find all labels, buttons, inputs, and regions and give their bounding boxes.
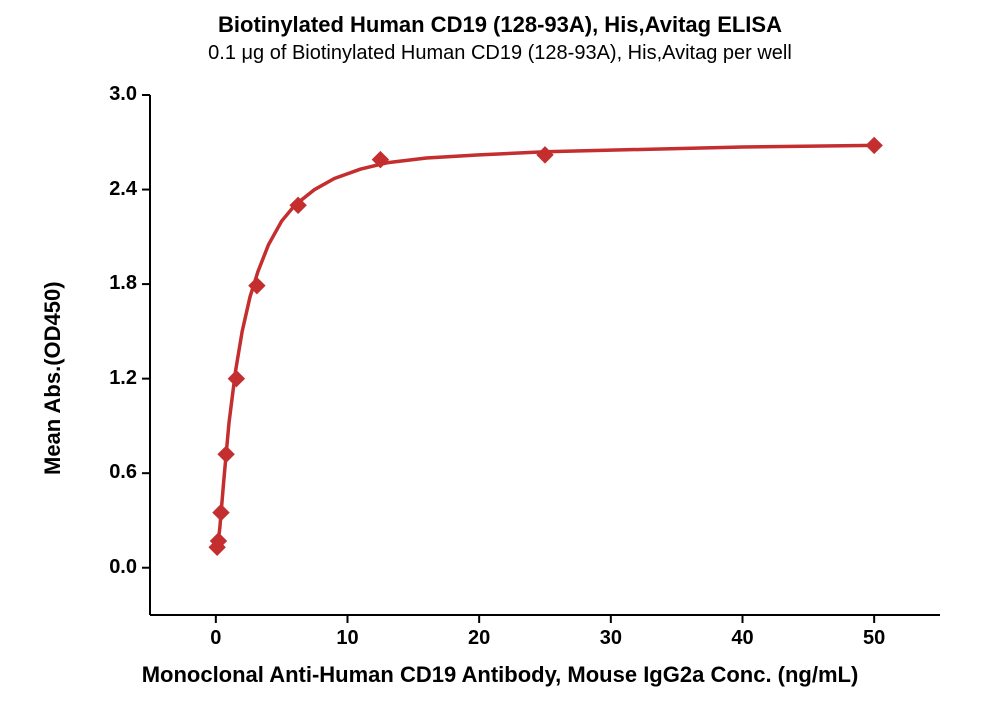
x-tick-label: 0 xyxy=(196,627,236,650)
chart-plot-area xyxy=(0,0,1000,702)
data-point-marker xyxy=(218,446,234,462)
y-tick-label: 2.4 xyxy=(92,178,137,201)
x-tick-label: 50 xyxy=(854,627,894,650)
x-tick-label: 20 xyxy=(459,627,499,650)
y-tick-label: 1.2 xyxy=(92,367,137,390)
x-tick-label: 40 xyxy=(723,627,763,650)
data-point-marker xyxy=(213,505,229,521)
x-tick-label: 30 xyxy=(591,627,631,650)
y-tick-label: 3.0 xyxy=(92,83,137,106)
x-tick-label: 10 xyxy=(328,627,368,650)
data-point-marker xyxy=(537,147,553,163)
y-tick-label: 0.0 xyxy=(92,556,137,579)
data-point-marker xyxy=(228,371,244,387)
y-tick-label: 1.8 xyxy=(92,272,137,295)
data-point-marker xyxy=(866,137,882,153)
y-tick-label: 0.6 xyxy=(92,461,137,484)
